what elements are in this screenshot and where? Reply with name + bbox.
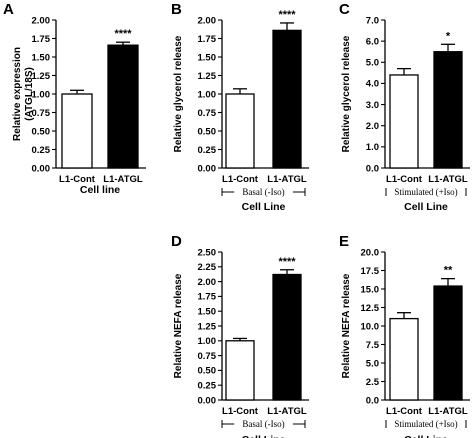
y-axis-label: Relative glycerol release [341, 35, 352, 152]
y-tick-label: 1.25 [198, 321, 217, 332]
y-tick-label: 3.0 [366, 100, 379, 111]
y-tick-label: 6.0 [366, 36, 379, 47]
y-tick-label: 0.00 [32, 163, 51, 174]
panel-c: C 0.0 1.0 2.0 3.0 4.0 5.0 6.0 7.0 Relative glycer… [339, 1, 470, 213]
bar-l1-cont [61, 93, 93, 169]
y-tick-label: 1.75 [32, 34, 51, 45]
significance-marker: **** [114, 28, 132, 40]
y-tick-label: 0.50 [32, 126, 51, 137]
x-tick-label: L1-ATGL [428, 406, 468, 417]
y-tick-label: 5.0 [366, 358, 379, 369]
bar-l1-atgl [272, 29, 302, 169]
bar-l1-cont [225, 340, 255, 401]
significance-marker: **** [278, 256, 296, 268]
bar-l1-atgl [272, 273, 302, 401]
y-tick-label: 2.00 [198, 277, 217, 288]
y-axis-label: Relative glycerol release [173, 35, 184, 152]
x-tick-label: L1-Cont [386, 174, 423, 185]
y-tick-label: 17.5 [361, 266, 380, 277]
y-axis-label: Relative NEFA release [173, 273, 184, 378]
y-tick-label: 1.00 [198, 89, 217, 100]
bar-l1-cont [225, 93, 255, 169]
y-tick-label: 2.0 [366, 121, 379, 132]
significance-marker: ** [444, 265, 453, 277]
panel-letter: B [171, 1, 182, 18]
y-tick-label: 4.0 [366, 79, 379, 90]
x-axis-label: Cell line [80, 184, 120, 196]
x-axis-label: Cell Line [242, 201, 286, 213]
y-tick-label: 7.5 [366, 340, 380, 351]
condition-label: Basal (-Iso) [242, 419, 284, 429]
x-tick-label: L1-Cont [386, 406, 423, 417]
y-tick-label: 1.75 [198, 34, 217, 45]
y-tick-label: 1.0 [366, 142, 379, 153]
panel-letter: E [339, 233, 349, 250]
y-tick-label: 0.0 [366, 163, 379, 174]
bar-l1-atgl [433, 51, 463, 169]
panel-a: A 0.00 0.25 0.50 0.75 1.00 1.25 1.50 1.75 2.00 Rel… [3, 1, 146, 196]
y-tick-label: 0.75 [32, 108, 51, 119]
x-axis-label: Cell Line [404, 434, 448, 438]
x-tick-label: L1-Cont [222, 174, 259, 185]
y-tick-label: 0.25 [198, 145, 217, 156]
x-tick-label: L1-ATGL [428, 174, 468, 185]
y-tick-label: 10.0 [361, 321, 380, 332]
y-tick-label: 1.00 [32, 89, 51, 100]
y-tick-label: 1.75 [198, 292, 217, 303]
y-tick-label: 20.0 [361, 247, 380, 258]
panel-letter: A [3, 1, 14, 18]
y-axis-label: Relative NEFA release [341, 273, 352, 378]
y-tick-label: 0.50 [198, 366, 217, 377]
y-tick-label: 1.25 [198, 71, 217, 82]
y-tick-label: 0.25 [32, 145, 51, 156]
y-tick-label: 1.50 [198, 307, 217, 318]
x-axis-label: Cell Line [404, 201, 448, 213]
y-tick-label: 0.50 [198, 126, 217, 137]
y-tick-label: 0.00 [198, 163, 217, 174]
y-tick-label: 2.50 [198, 247, 217, 258]
x-tick-label: L1-Cont [59, 174, 96, 185]
y-tick-label: 1.00 [198, 336, 217, 347]
y-tick-label: 2.25 [198, 262, 217, 273]
x-tick-label: L1-Cont [222, 406, 259, 417]
panel-b: B 0.00 0.25 0.50 0.75 1.00 1.25 1.50 1.75 2.00 Rel… [171, 1, 309, 213]
x-axis-label: Cell Line [242, 434, 286, 438]
condition-label: Basal (-Iso) [242, 187, 284, 197]
panel-d: D 0.00 0.25 0.50 0.75 1.00 1.25 1.50 1.75 2.00 2.2… [171, 233, 309, 438]
y-tick-label: 5.0 [366, 58, 379, 69]
y-tick-label: 7.0 [366, 15, 379, 26]
y-tick-label: 1.50 [198, 52, 217, 63]
bar-l1-cont [389, 317, 419, 401]
y-axis-label: Relative expression [12, 47, 23, 141]
y-axis-label-line2: (ATGL/18S) [24, 67, 35, 121]
bar-l1-atgl [107, 44, 139, 169]
x-tick-label: L1-ATGL [103, 174, 143, 185]
y-tick-label: 0.75 [198, 351, 217, 362]
y-tick-label: 2.5 [366, 377, 380, 388]
panel-letter: C [339, 1, 350, 18]
significance-marker: * [446, 30, 451, 42]
panel-letter: D [171, 233, 182, 250]
condition-label: Stimulated (+Iso) [394, 419, 457, 429]
y-tick-label: 0.00 [198, 395, 217, 406]
x-tick-label: L1-ATGL [267, 406, 307, 417]
y-tick-label: 2.00 [198, 15, 217, 26]
y-tick-label: 15.0 [361, 284, 380, 295]
y-tick-label: 0.75 [198, 108, 217, 119]
panel-e: E 0.0 2.5 5.0 7.5 10.0 12.5 15.0 17.5 20.0 Relativ… [339, 233, 470, 438]
x-tick-label: L1-ATGL [267, 174, 307, 185]
y-tick-label: 12.5 [361, 303, 380, 314]
significance-marker: **** [278, 9, 296, 21]
y-tick-label: 0.25 [198, 381, 217, 392]
bar-l1-cont [389, 74, 419, 169]
y-tick-label: 2.00 [32, 15, 51, 26]
y-tick-label: 1.25 [32, 71, 51, 82]
y-tick-label: 1.50 [32, 52, 51, 63]
condition-label: Stimulated (+Iso) [394, 187, 457, 197]
y-tick-label: 0.0 [366, 395, 379, 406]
bar-l1-atgl [433, 285, 463, 401]
